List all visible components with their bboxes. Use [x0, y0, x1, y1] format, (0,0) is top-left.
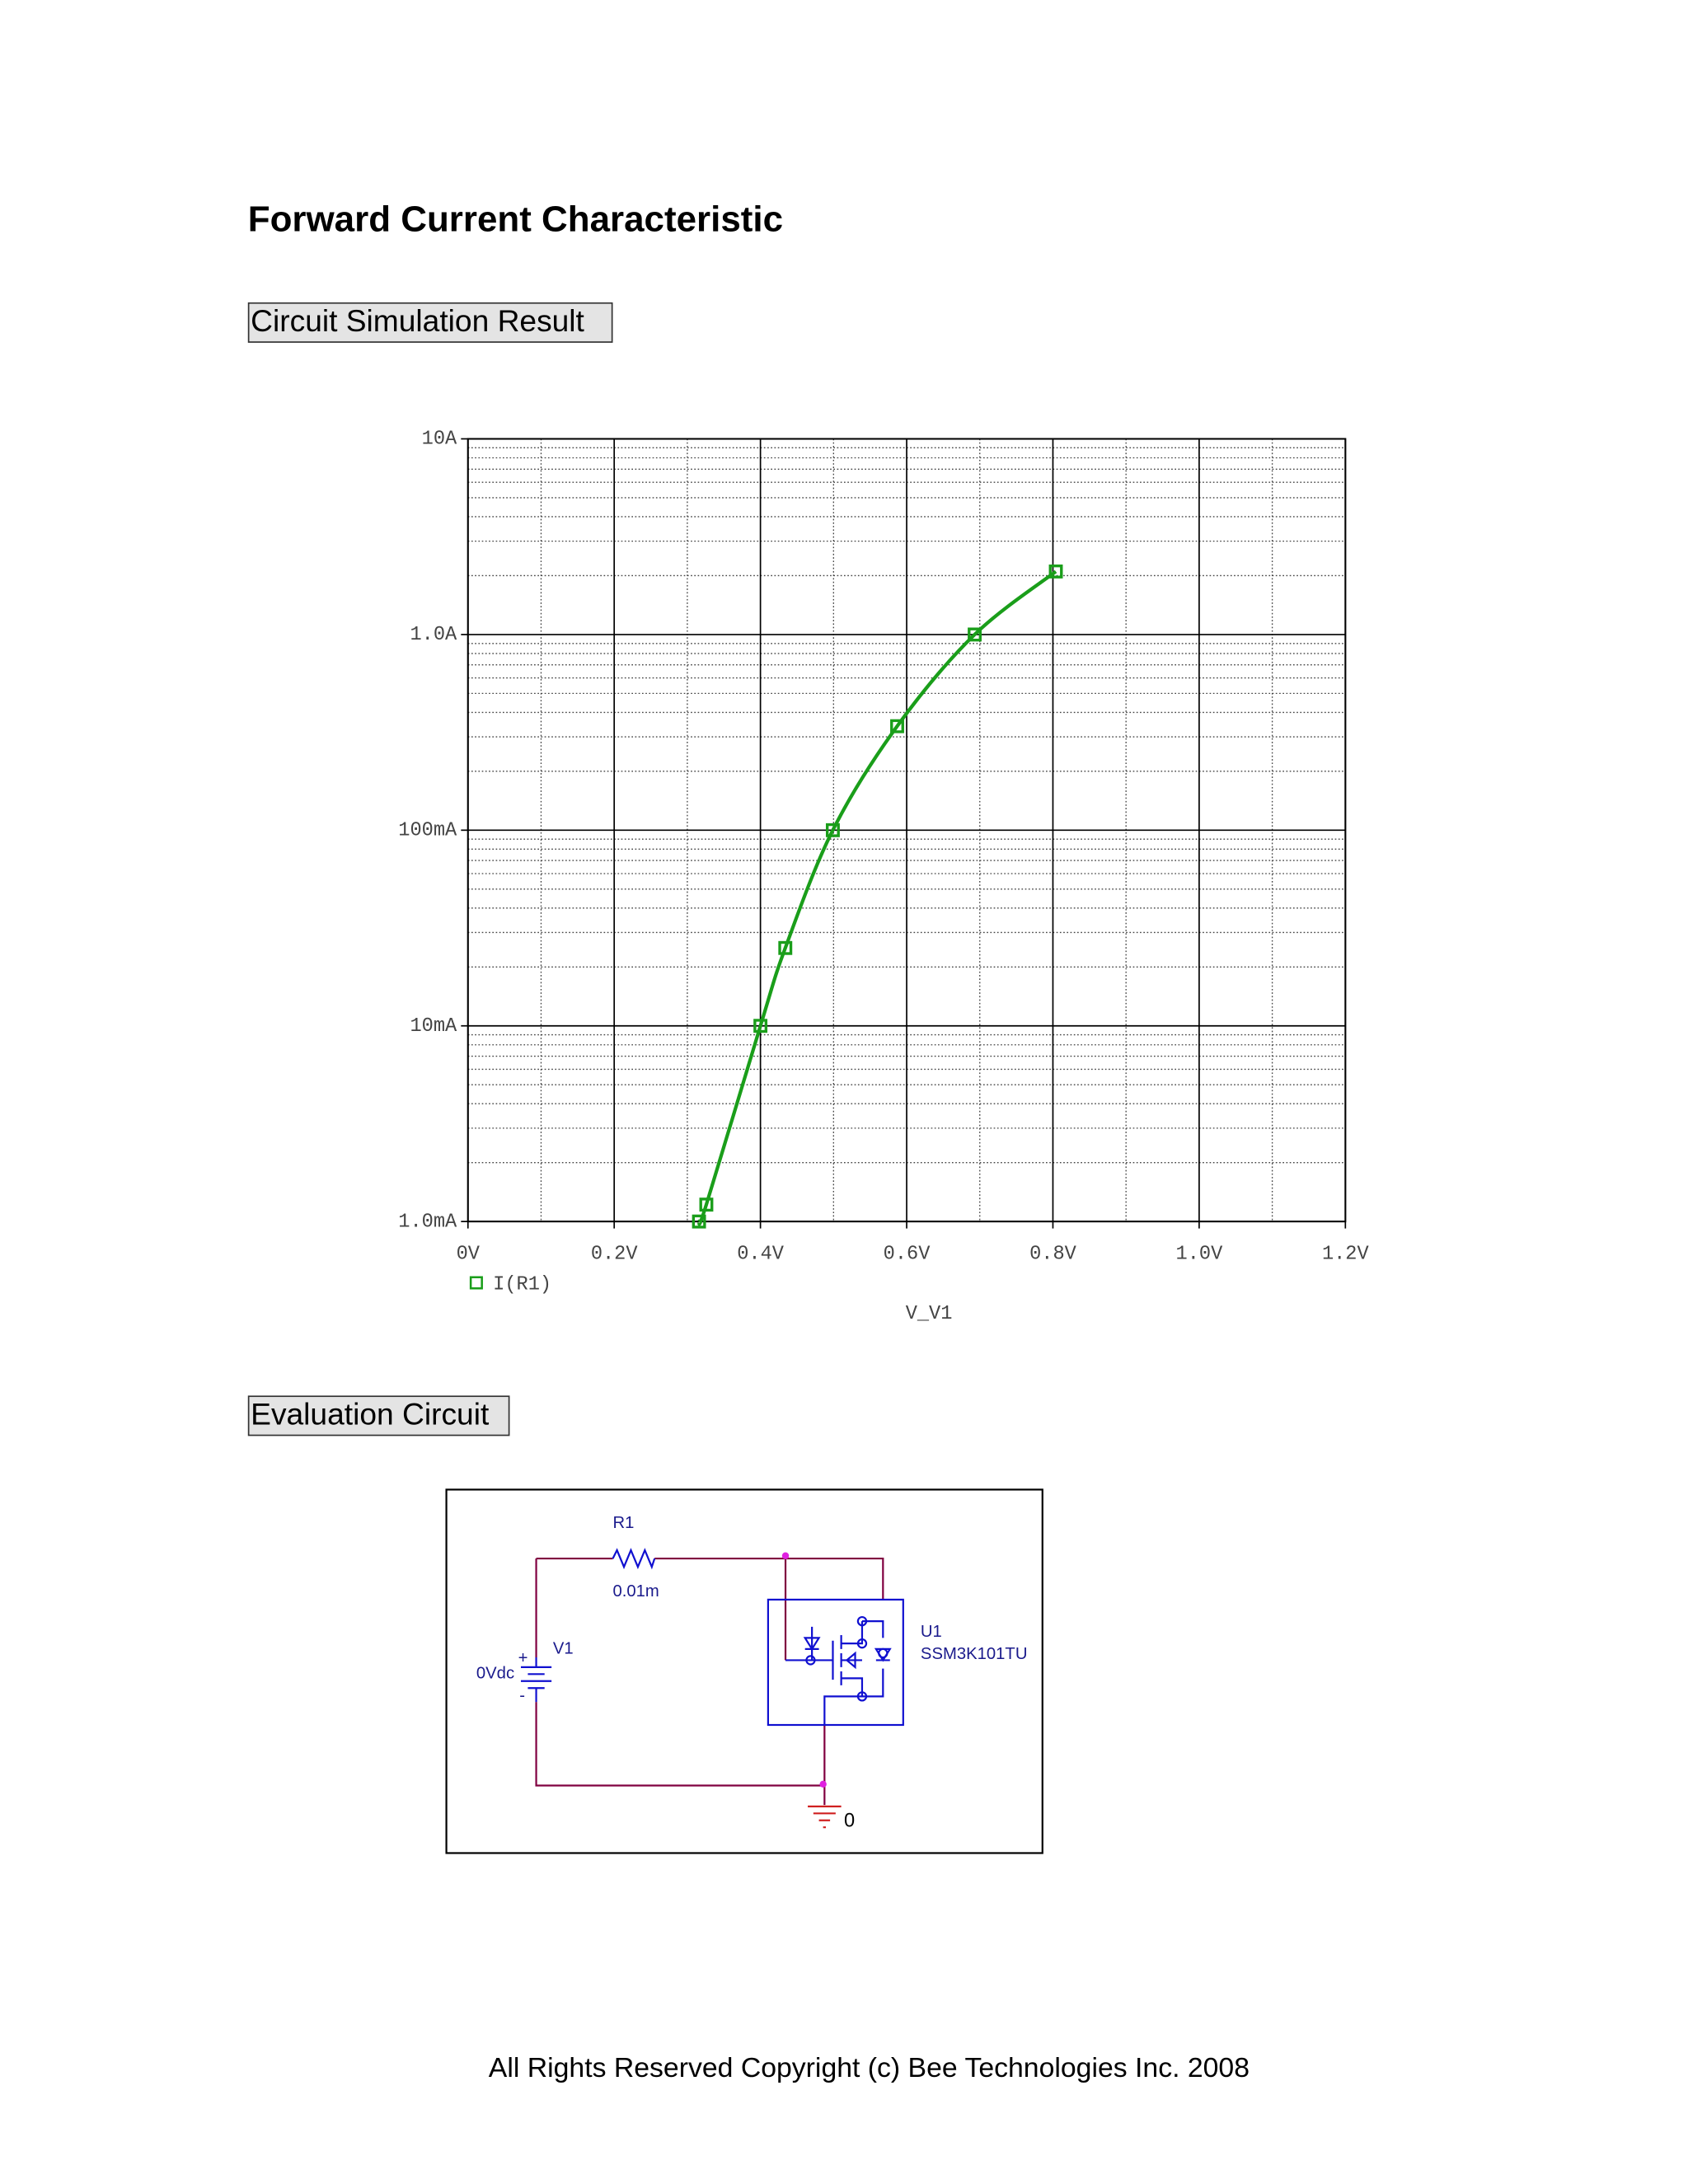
- v1-value: 0Vdc: [476, 1665, 514, 1683]
- ground: [808, 1805, 842, 1829]
- x-tick-label: 1.0V: [1176, 1243, 1224, 1265]
- wire: [535, 1557, 884, 1806]
- x-tick-label: 1.2V: [1322, 1243, 1370, 1265]
- pin: [878, 1647, 889, 1659]
- x-tick-label: 0V: [457, 1243, 481, 1265]
- u1-box: [767, 1598, 904, 1727]
- ground-label: 0: [844, 1811, 855, 1832]
- pin: [856, 1638, 868, 1649]
- u1-label: U1: [921, 1623, 942, 1641]
- data-marker: [890, 719, 904, 733]
- y-tick-label: 100mA: [398, 820, 457, 842]
- footer: All Rights Reserved Copyright (c) Bee Te…: [489, 2052, 1250, 2083]
- mosfet: [785, 1620, 892, 1725]
- battery: [520, 1657, 552, 1703]
- node: [819, 1780, 827, 1788]
- title: Forward Current Characteristic: [248, 199, 783, 240]
- legend-marker: [469, 1276, 483, 1290]
- data-marker: [825, 823, 840, 837]
- v1-label: V1: [553, 1639, 574, 1657]
- data-marker: [753, 1019, 768, 1033]
- y-tick-label: 1.0A: [410, 624, 457, 646]
- x-axis-label: V_V1: [906, 1303, 953, 1325]
- pin: [856, 1691, 868, 1702]
- x-tick-label: 0.6V: [884, 1243, 931, 1265]
- circuit-frame: [445, 1488, 1043, 1854]
- x-tick-label: 0.8V: [1029, 1243, 1077, 1265]
- u1-part: SSM3K101TU: [921, 1645, 1028, 1663]
- data-marker: [778, 940, 793, 955]
- section-label: Evaluation Circuit: [251, 1397, 490, 1432]
- y-tick-label: 10A: [422, 429, 457, 451]
- chart: 1.0mA 10mA 100mA 1.0A 10A 0V 0.2V 0.4V 0.6V 0.8V 1…: [398, 429, 1369, 1325]
- data-line: [697, 569, 1057, 1226]
- plot-frame: [467, 438, 1347, 1223]
- pin: [805, 1655, 816, 1666]
- node: [781, 1552, 790, 1559]
- y-tick-label: 10mA: [410, 1015, 457, 1038]
- x-tick-label: 0.2V: [591, 1243, 639, 1265]
- data-marker: [692, 1214, 706, 1229]
- x-tick-label: 0.4V: [737, 1243, 785, 1265]
- resistor: [612, 1548, 656, 1570]
- y-tick-label: 1.0mA: [398, 1211, 457, 1233]
- data-marker: [968, 627, 982, 642]
- r1-value: 0.01m: [612, 1582, 659, 1601]
- minus: -: [519, 1687, 525, 1705]
- plus: +: [518, 1649, 528, 1667]
- legend-label: I(R1): [493, 1273, 551, 1296]
- circuit: R1 0.01m V1 0Vdc + - U1 SSM3K101TU 0: [445, 1488, 1043, 1854]
- data-marker: [1048, 564, 1063, 579]
- section-label: Circuit Simulation Result: [251, 303, 584, 338]
- data-marker: [699, 1197, 714, 1212]
- section-box: [247, 302, 613, 343]
- pin: [856, 1615, 868, 1627]
- r1-label: R1: [612, 1514, 634, 1532]
- section-box: [247, 1395, 510, 1436]
